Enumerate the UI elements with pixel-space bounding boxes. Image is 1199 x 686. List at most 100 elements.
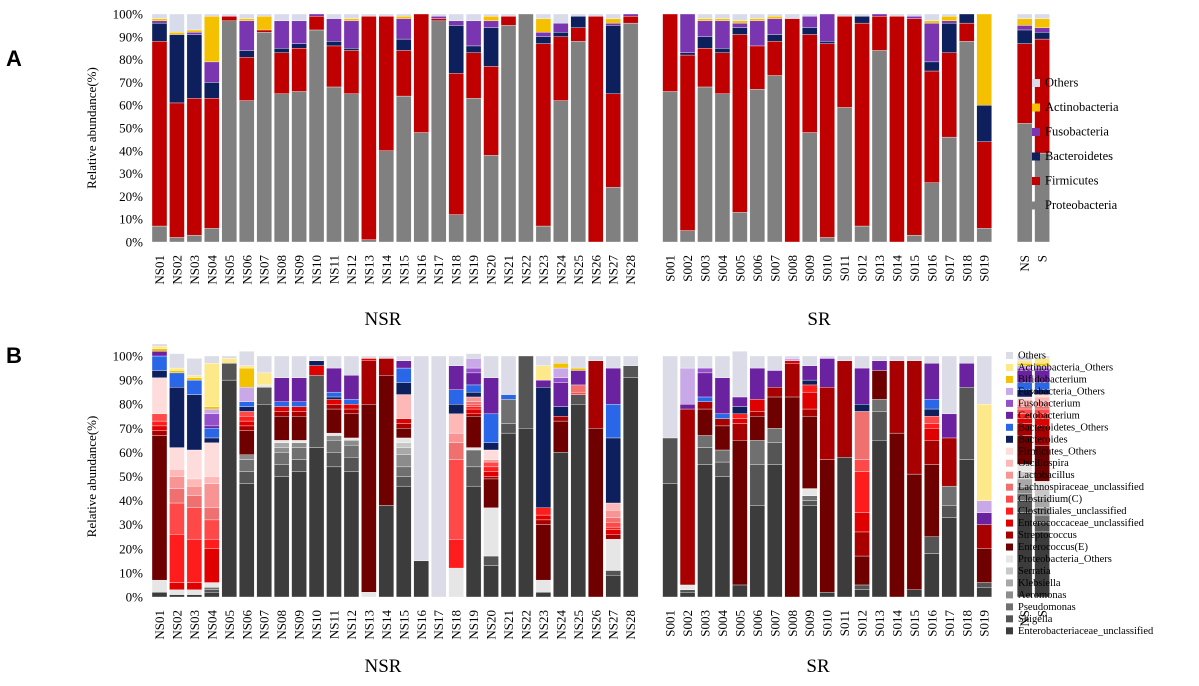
- bar-segment-others: [431, 13, 447, 17]
- bar-segment-cetobacterium: [924, 363, 940, 400]
- legend-label: Fusobacteria: [1045, 125, 1109, 139]
- bar-segment-oscillospira: [204, 476, 220, 484]
- bar-NS13: [361, 355, 377, 598]
- bar-S005: [732, 13, 748, 243]
- bar-segment-bacteroidetes: [959, 13, 975, 24]
- x-tick-label: S010: [820, 610, 835, 637]
- bar-segment-firmicutes: [767, 41, 783, 76]
- legend-label: Enterococcus(E): [1018, 542, 1088, 553]
- bar-segment-proteobacteria-others: [204, 582, 220, 588]
- legend-label: Actinobacteria: [1045, 100, 1119, 114]
- bar-segment-enterococcus-e-: [273, 416, 290, 441]
- bar-S017: [941, 13, 957, 243]
- bar-segment-bacteroidetes: [396, 38, 412, 51]
- x-tick-label: NS12: [344, 610, 359, 640]
- bar-segment-fusobacteria: [697, 20, 713, 37]
- bar-S001: [662, 355, 678, 598]
- bar-segment-proteobacteria-others: [448, 567, 464, 598]
- bar-segment-fusobacteria: [431, 16, 447, 19]
- bar-segment-firmicutes: [273, 52, 290, 94]
- bar-segment-pseudomonas: [291, 447, 307, 460]
- bar-segment-actinobacteria: [483, 16, 499, 22]
- bar-segment-others: [553, 13, 569, 24]
- legend-swatch: [1006, 555, 1013, 563]
- bar-segment-enterobacteriaceae-unclassified: [256, 404, 272, 598]
- bar-segment-pseudomonas: [273, 452, 290, 465]
- bar-segment-others: [500, 355, 517, 395]
- bar-segment-enterobacteriaceae-unclassified: [535, 592, 552, 598]
- legend-swatch: [1006, 375, 1013, 383]
- bar-segment-enterococcaceae-unclassified: [273, 406, 290, 412]
- bar-segment-enterobacteriaceae-unclassified: [465, 485, 482, 598]
- bar-segment-others: [448, 355, 464, 366]
- bar-segment-bacteroidetes-others: [448, 389, 464, 405]
- bar-segment-enterobacteriaceae-unclassified: [396, 485, 412, 598]
- bar-segment-others: [239, 351, 255, 366]
- bar-segment-cetobacterium: [767, 370, 783, 388]
- bar-segment-clostridiales-unclassified: [448, 538, 464, 569]
- bar-segment-clostridiales-unclassified: [239, 416, 255, 422]
- bar-segment-actinobacteria-others: [204, 363, 220, 407]
- bar-segment-others: [889, 355, 905, 361]
- y-tick-label: 0%: [126, 590, 144, 605]
- bar-segment-bacteroidetes: [570, 16, 586, 28]
- y-tick-label: 60%: [119, 98, 143, 113]
- bar-NS28: [622, 355, 639, 598]
- bar-segment-enterococcus-e-: [378, 375, 395, 506]
- bar-segment-others: [941, 355, 957, 415]
- bar-segment-streptococcus: [679, 408, 696, 586]
- bar-segment-proteobacteria: [836, 107, 853, 243]
- bar-segment-enterococcus-e-: [714, 425, 731, 451]
- bar-segment-proteobacteria: [465, 98, 482, 243]
- bar-NS15: [396, 13, 412, 243]
- bar-segment-shigella: [396, 476, 412, 487]
- bar-segment-aeromonas: [239, 454, 255, 460]
- bar-segment-enterobacteriaceae-unclassified: [767, 464, 783, 598]
- bar-segment-others: [854, 355, 870, 369]
- bar-segment-enterobacteriaceae-unclassified: [378, 505, 395, 598]
- legend-swatch: [1006, 363, 1013, 371]
- bar-NS13: [361, 13, 377, 243]
- bar-segment-enterobacteriaceae-unclassified: [697, 464, 713, 598]
- bar-segment-others: [273, 13, 290, 22]
- bar-segment-fusobacteria: [605, 22, 621, 26]
- bar-segment-cetobacterium: [959, 363, 975, 388]
- bar-segment-shigella: [256, 387, 272, 405]
- legend-swatch: [1006, 579, 1013, 587]
- bar-segment-others: [889, 13, 905, 17]
- bar-segment-bacteroidetes-others: [714, 413, 731, 419]
- legend-swatch: [1006, 495, 1013, 503]
- bar-segment-others: [431, 355, 447, 598]
- group-label: SR: [806, 656, 830, 677]
- bar-segment-fusobacteria: [483, 20, 499, 28]
- legend-label: Fusobacterium: [1018, 398, 1080, 409]
- bar-segment-enterobacteriaceae-unclassified: [871, 440, 888, 598]
- bar-segment-bacteroides: [802, 379, 818, 386]
- bar-segment-actinobacteria: [343, 18, 360, 22]
- bar-segment-others: [1016, 13, 1033, 19]
- bar-segment-shigella: [204, 589, 220, 593]
- bar-segment-enterococcus-e-: [819, 459, 835, 593]
- bar-segment-proteobacteria: [518, 13, 534, 243]
- bar-segment-firmicutes: [151, 41, 168, 227]
- bar-segment-fusobacteria: [291, 20, 307, 44]
- x-tick-label: S017: [942, 255, 957, 282]
- bar-segment-others: [396, 13, 412, 17]
- x-tick-label: NS02: [169, 610, 184, 640]
- bar-S004: [714, 13, 731, 243]
- bar-segment-proteobacteria: [535, 225, 552, 243]
- bar-S016: [924, 355, 940, 598]
- x-tick-label: S009: [802, 610, 817, 637]
- bar-segment-shigella: [221, 363, 237, 381]
- x-tick-label: S002: [680, 610, 695, 637]
- x-tick-label: NS03: [187, 255, 202, 285]
- x-tick-label: S005: [732, 255, 747, 282]
- bar-segment-pseudomonas: [697, 435, 713, 448]
- bar-segment-shigella: [273, 464, 290, 477]
- bar-segment-bacteroidetes: [151, 22, 168, 42]
- bar-NS15: [396, 355, 412, 598]
- legend-swatch: [1006, 387, 1013, 395]
- bar-NS01: [151, 343, 168, 598]
- bar-segment-enterococcus-e-: [343, 413, 360, 439]
- bar-segment-cetobacterium: [273, 377, 290, 402]
